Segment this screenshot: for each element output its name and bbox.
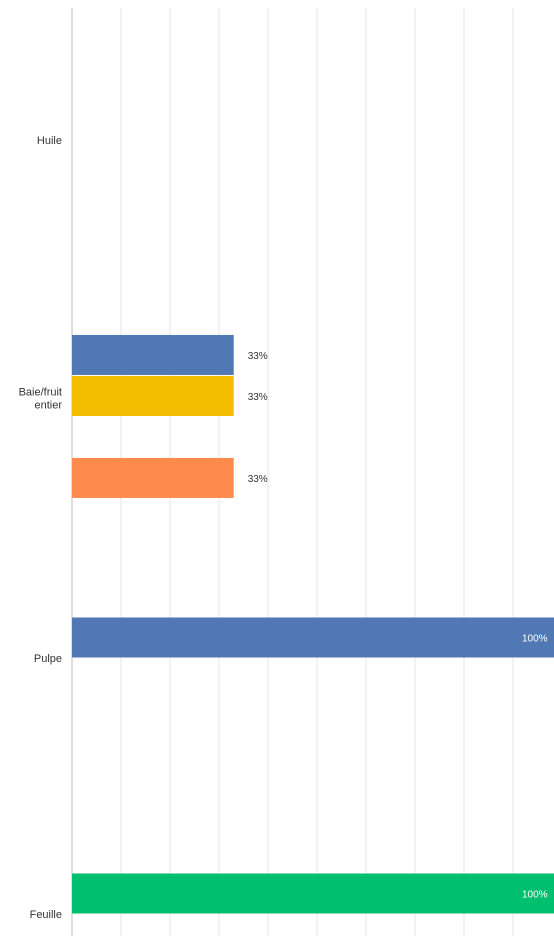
bar-value-label: 33% <box>248 474 268 485</box>
gridlines <box>71 8 514 936</box>
bar-value-label: 100% <box>522 634 548 645</box>
bar-value-label: 33% <box>248 351 268 362</box>
bar <box>72 457 234 498</box>
category-label: Baie/fruit entier <box>19 387 63 412</box>
category-label: Pulpe <box>34 653 62 665</box>
bar <box>72 617 554 658</box>
labels-group: Huile Baie/fruit entier 33% 33% 33% Pulpe 100% F… <box>19 135 548 921</box>
bar-value-label: 100% <box>522 890 548 901</box>
category-label: Huile <box>37 135 62 147</box>
bar <box>72 375 234 416</box>
bar-value-label: 33% <box>248 392 268 403</box>
bar <box>72 334 234 375</box>
bars-group <box>72 334 554 914</box>
bar <box>72 873 554 914</box>
category-label: Feuille <box>30 909 62 921</box>
